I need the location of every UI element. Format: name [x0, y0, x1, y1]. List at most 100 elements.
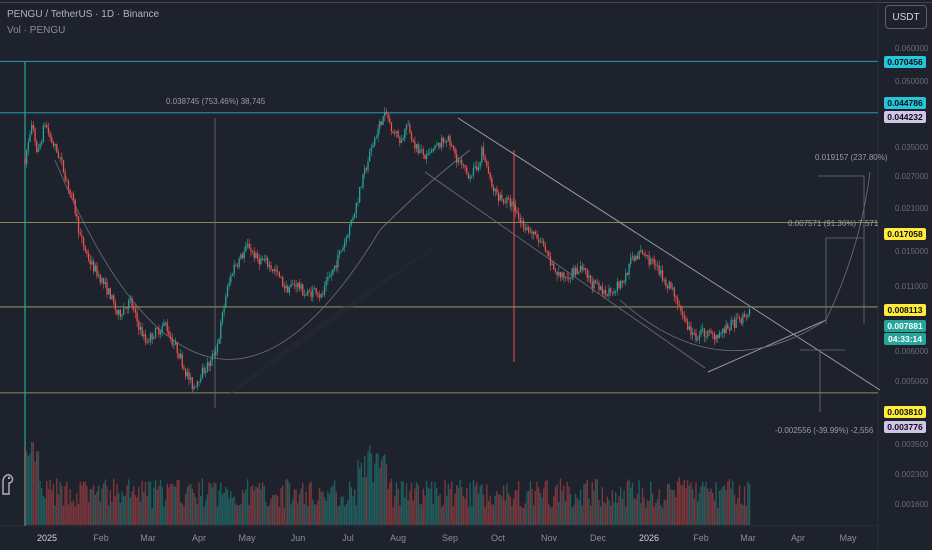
candle-body — [544, 245, 547, 252]
volume-bar — [246, 479, 249, 525]
volume-bar — [51, 490, 53, 525]
volume-bar — [225, 487, 227, 525]
candle-body — [623, 281, 625, 283]
volume-bar — [405, 483, 408, 525]
volume-bar — [248, 504, 250, 525]
volume-bar — [707, 488, 709, 525]
candle-body — [692, 332, 694, 336]
volume-bar — [141, 480, 143, 525]
volume-bar — [84, 481, 86, 525]
volume-bar — [47, 489, 50, 525]
candle-body — [427, 152, 429, 154]
volume-bar — [519, 505, 522, 525]
candle-body — [439, 142, 441, 148]
volume-bar — [720, 489, 722, 525]
candle-body — [345, 237, 347, 243]
volume-bar — [253, 490, 255, 525]
volume-bar — [685, 488, 687, 525]
candle-body — [109, 288, 111, 300]
volume-bar — [251, 484, 254, 525]
volume-bar — [430, 481, 433, 525]
volume-bar — [544, 481, 547, 525]
volume-bar — [163, 506, 165, 525]
volume-legend[interactable]: Vol · PENGU — [7, 25, 66, 36]
candle-body — [201, 367, 204, 379]
candle-body — [380, 121, 383, 126]
candle-body — [707, 330, 709, 337]
candle-body — [34, 128, 36, 142]
time-tick: Jun — [290, 533, 306, 543]
candle-body — [432, 148, 434, 151]
volume-bar — [461, 487, 463, 525]
candle-body — [633, 256, 635, 261]
candle-body — [64, 171, 66, 181]
volume-bar — [574, 493, 577, 525]
volume-bar — [606, 496, 609, 525]
currency-button[interactable]: USDT — [885, 5, 927, 29]
candle-body — [573, 268, 575, 276]
candle-body — [238, 258, 240, 267]
candle-body — [456, 154, 458, 163]
candle-body — [625, 273, 627, 282]
candle-body — [305, 294, 307, 296]
volume-bar — [516, 490, 518, 525]
volume-bar — [151, 507, 153, 525]
volume-bar — [596, 479, 598, 525]
volume-bar — [218, 490, 220, 525]
volume-bar — [236, 505, 239, 525]
candle-body — [524, 228, 526, 231]
price-tick: 0.011000 — [895, 282, 928, 291]
volume-bar — [571, 507, 573, 525]
volume-bar — [270, 498, 272, 525]
symbol-title[interactable]: PENGU / TetherUS · 1D · Binance — [7, 9, 160, 20]
candle-body — [638, 251, 640, 259]
price-tick: 0.035000 — [895, 143, 929, 152]
volume-bar — [312, 499, 314, 525]
volume-bar — [369, 445, 371, 525]
candle-body — [203, 367, 205, 373]
volume-bar — [717, 507, 719, 525]
candle-body — [477, 167, 480, 171]
tradingview-logo-icon[interactable] — [0, 468, 18, 496]
volume-bar — [72, 500, 75, 525]
descending-trendline — [457, 117, 881, 391]
volume-bar — [693, 498, 696, 525]
volume-bar — [139, 501, 142, 525]
candle-body — [256, 253, 259, 259]
candle-body — [697, 339, 699, 341]
candle-body — [419, 149, 421, 154]
candle-body — [742, 314, 744, 324]
candle-body — [340, 250, 342, 252]
candle-body — [496, 188, 498, 193]
candle-body — [302, 284, 304, 296]
volume-bar — [156, 489, 158, 525]
candle-body — [144, 334, 147, 342]
candle-body — [733, 320, 736, 328]
candle-body — [730, 320, 732, 331]
volume-bar — [287, 478, 289, 525]
volume-bar — [462, 495, 465, 525]
candle-body — [533, 231, 535, 234]
volume-bar — [288, 483, 291, 525]
candle-body — [333, 265, 336, 270]
horizontal-levels — [0, 60, 878, 526]
candle-body — [417, 144, 419, 154]
volume-bar — [205, 500, 207, 525]
volume-bar — [660, 505, 662, 525]
countdown-label: 04:33:14 — [884, 333, 926, 345]
volume-bar — [318, 487, 321, 525]
volume-bar — [576, 497, 578, 525]
candle-body — [261, 258, 264, 261]
volume-bar — [238, 505, 240, 525]
volume-bar — [303, 504, 306, 525]
volume-bar — [49, 480, 51, 525]
volume-bar — [203, 507, 205, 525]
volume-bar — [61, 485, 63, 525]
volume-bar — [29, 453, 31, 525]
volume-bar — [454, 493, 456, 525]
volume-bar — [412, 500, 414, 525]
volume-bar — [307, 506, 309, 525]
volume-bar — [213, 482, 215, 525]
